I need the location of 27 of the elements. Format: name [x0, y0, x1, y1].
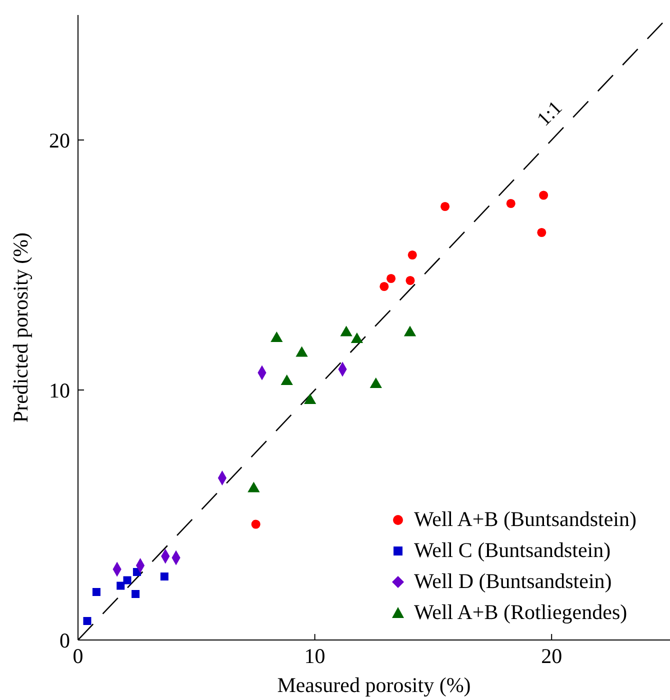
point — [440, 202, 450, 212]
y-axis-title: Predicted porosity (%) — [8, 232, 32, 423]
point — [251, 520, 260, 529]
x-tick-label: 10 — [304, 644, 326, 668]
point — [160, 572, 168, 580]
text: 1:1 — [532, 96, 567, 131]
point — [408, 250, 417, 260]
x-tick-label: 20 — [541, 644, 562, 668]
point — [123, 576, 132, 584]
legend-label: Well D (Buntsandstein) — [414, 568, 612, 595]
y-tick-label: 0 — [60, 628, 70, 652]
point — [92, 588, 100, 596]
point — [506, 198, 516, 208]
point — [132, 590, 140, 598]
legend-label: Well A+B (Rotliegendes) — [414, 599, 628, 626]
point — [406, 276, 415, 286]
point — [83, 617, 92, 625]
legend-label: Well A+B (Buntsandstein) — [414, 506, 636, 533]
legend-label: Well C (Buntsandstein) — [414, 537, 611, 564]
point — [539, 190, 548, 200]
point — [116, 582, 125, 590]
point — [537, 228, 546, 238]
y-tick-label: 20 — [49, 128, 70, 152]
y-tick-label: 10 — [49, 378, 70, 402]
point — [380, 282, 389, 292]
point — [386, 274, 396, 284]
x-axis-title: Measured porosity (%) — [277, 673, 471, 697]
